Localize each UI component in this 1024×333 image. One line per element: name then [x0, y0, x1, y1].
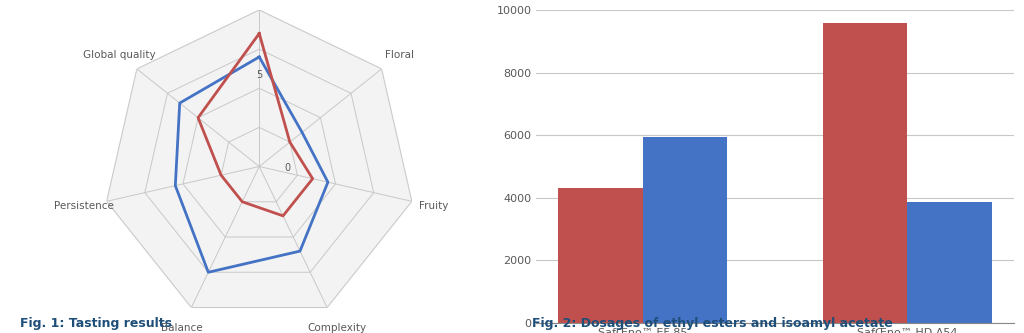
Bar	[907, 202, 992, 323]
Bar	[822, 23, 907, 323]
Text: 0: 0	[285, 163, 291, 173]
Text: Fig. 1: Tasting results: Fig. 1: Tasting results	[20, 317, 172, 330]
Text: 5: 5	[256, 70, 262, 81]
Polygon shape	[106, 10, 412, 307]
Bar	[558, 188, 643, 323]
Text: 10: 10	[253, 0, 265, 2]
Bar	[643, 137, 727, 323]
Text: Fig. 2: Dosages of ethyl esters and isoamyl acetate: Fig. 2: Dosages of ethyl esters and isoa…	[532, 317, 893, 330]
